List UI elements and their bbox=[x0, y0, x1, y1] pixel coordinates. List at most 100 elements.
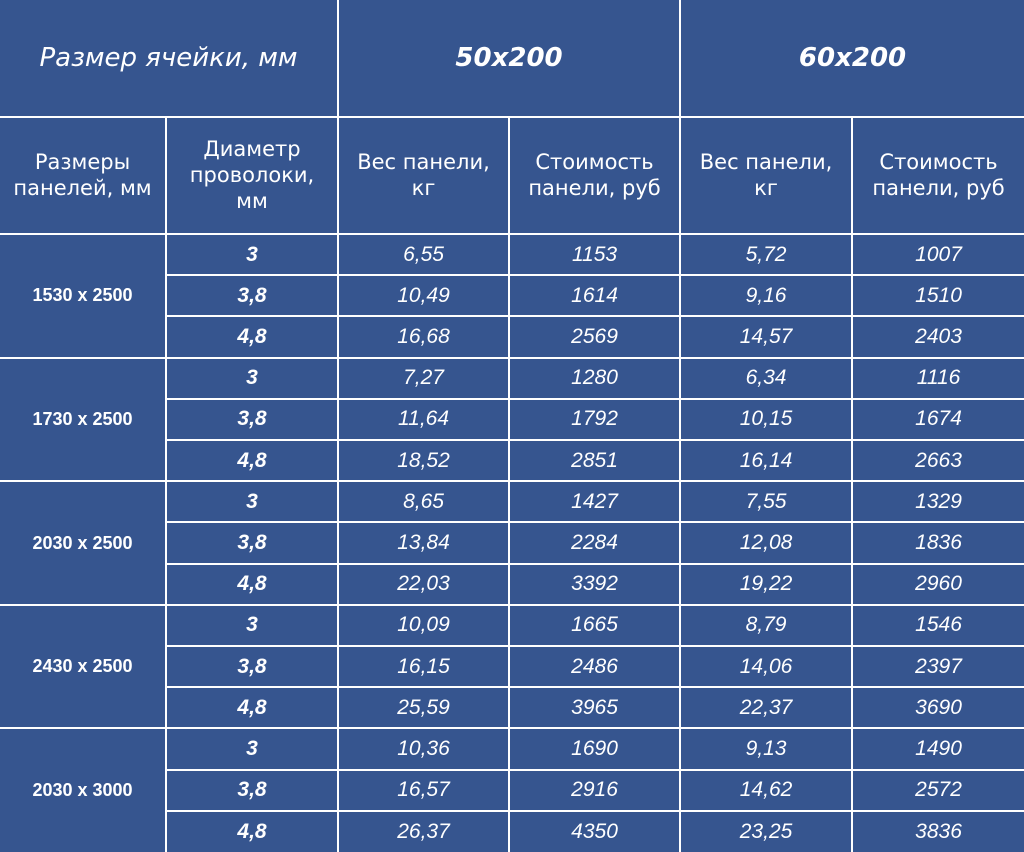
wire-diameter: 3,8 bbox=[164, 768, 340, 812]
panel-weight: 19,22 bbox=[679, 562, 854, 606]
wire-diameter: 4,8 bbox=[164, 809, 340, 852]
panel-weight: 8,65 bbox=[337, 480, 511, 524]
table-row: Размер ячейки, мм 50x200 60x200 bbox=[0, 0, 1024, 118]
wire-diameter: 3 bbox=[164, 233, 340, 277]
panel-price: 2663 bbox=[851, 439, 1024, 483]
panel-weight: 22,03 bbox=[337, 562, 511, 606]
mesh-variant-header: 50x200 bbox=[337, 0, 682, 118]
panel-price: 1280 bbox=[508, 356, 682, 400]
wire-diameter: 4,8 bbox=[164, 439, 340, 483]
panel-price: 2572 bbox=[851, 768, 1024, 812]
table-row: 4,8 25,59 3965 22,37 3690 bbox=[0, 686, 1024, 730]
wire-diameter: 3 bbox=[164, 480, 340, 524]
wire-diameter: 4,8 bbox=[164, 686, 340, 730]
panel-weight: 25,59 bbox=[337, 686, 511, 730]
mesh-variant-header: 60x200 bbox=[679, 0, 1024, 118]
panel-weight: 18,52 bbox=[337, 439, 511, 483]
panel-price: 2960 bbox=[851, 562, 1024, 606]
panel-price: 2403 bbox=[851, 315, 1024, 359]
panel-price: 1690 bbox=[508, 727, 682, 771]
panel-weight: 8,79 bbox=[679, 603, 854, 647]
panel-price: 1329 bbox=[851, 480, 1024, 524]
panel-price: 1007 bbox=[851, 233, 1024, 277]
table-row: Размеры панелей, мм Диаметр проволоки, мм… bbox=[0, 115, 1024, 236]
panel-price: 2851 bbox=[508, 439, 682, 483]
panel-price: 4350 bbox=[508, 809, 682, 852]
table-row: 1530 x 2500 3 6,55 1153 5,72 1007 bbox=[0, 233, 1024, 359]
panel-price: 1674 bbox=[851, 397, 1024, 442]
panel-weight: 5,72 bbox=[679, 233, 854, 277]
table-row: 4,8 26,37 4350 23,25 3836 bbox=[0, 809, 1024, 852]
panel-price: 3392 bbox=[508, 562, 682, 606]
column-header: Вес панели, кг bbox=[337, 115, 511, 236]
mesh-size-header: Размер ячейки, мм bbox=[0, 0, 340, 118]
column-header: Размеры панелей, мм bbox=[0, 115, 167, 236]
panel-price: 2397 bbox=[851, 644, 1024, 689]
panel-weight: 14,57 bbox=[679, 315, 854, 359]
panel-weight: 13,84 bbox=[337, 521, 511, 565]
table-row: 3,8 10,49 1614 9,16 1510 bbox=[0, 274, 1024, 318]
panel-weight: 16,57 bbox=[337, 768, 511, 812]
table-row: 3,8 11,64 1792 10,15 1674 bbox=[0, 397, 1024, 442]
wire-diameter: 3,8 bbox=[164, 274, 340, 318]
wire-diameter: 3 bbox=[164, 727, 340, 771]
column-header: Стоимость панели, руб bbox=[508, 115, 682, 236]
panel-price: 1546 bbox=[851, 603, 1024, 647]
wire-diameter: 3,8 bbox=[164, 521, 340, 565]
table-row: 2030 x 3000 3 10,36 1690 9,13 1490 bbox=[0, 727, 1024, 852]
panel-weight: 9,13 bbox=[679, 727, 854, 771]
table-row: 4,8 16,68 2569 14,57 2403 bbox=[0, 315, 1024, 359]
panel-size: 2030 x 3000 bbox=[0, 727, 167, 852]
panel-size: 1730 x 2500 bbox=[0, 356, 167, 483]
panel-price: 1836 bbox=[851, 521, 1024, 565]
panel-price: 1427 bbox=[508, 480, 682, 524]
panel-weight: 6,34 bbox=[679, 356, 854, 400]
table-row: 4,8 18,52 2851 16,14 2663 bbox=[0, 439, 1024, 483]
table-row: 2430 x 2500 3 10,09 1665 8,79 1546 bbox=[0, 603, 1024, 730]
panel-price: 2569 bbox=[508, 315, 682, 359]
wire-diameter: 4,8 bbox=[164, 315, 340, 359]
wire-diameter: 3,8 bbox=[164, 397, 340, 442]
panel-weight: 14,06 bbox=[679, 644, 854, 689]
panel-weight: 26,37 bbox=[337, 809, 511, 852]
panel-weight: 14,62 bbox=[679, 768, 854, 812]
panel-weight: 7,55 bbox=[679, 480, 854, 524]
panel-price: 2486 bbox=[508, 644, 682, 689]
panel-weight: 7,27 bbox=[337, 356, 511, 400]
panel-weight: 6,55 bbox=[337, 233, 511, 277]
panel-weight: 16,68 bbox=[337, 315, 511, 359]
panel-weight: 10,49 bbox=[337, 274, 511, 318]
panel-price: 1792 bbox=[508, 397, 682, 442]
panel-weight: 9,16 bbox=[679, 274, 854, 318]
column-header: Диаметр проволоки, мм bbox=[164, 115, 340, 236]
wire-diameter: 3 bbox=[164, 603, 340, 647]
panel-weight: 11,64 bbox=[337, 397, 511, 442]
column-header: Стоимость панели, руб bbox=[851, 115, 1024, 236]
panel-weight: 16,15 bbox=[337, 644, 511, 689]
wire-diameter: 4,8 bbox=[164, 562, 340, 606]
table-row: 3,8 16,57 2916 14,62 2572 bbox=[0, 768, 1024, 812]
table-row: 1730 x 2500 3 7,27 1280 6,34 1116 bbox=[0, 356, 1024, 483]
panel-price: 2916 bbox=[508, 768, 682, 812]
panel-weight: 22,37 bbox=[679, 686, 854, 730]
panel-size: 2030 x 2500 bbox=[0, 480, 167, 606]
panel-price: 1116 bbox=[851, 356, 1024, 400]
panel-size: 1530 x 2500 bbox=[0, 233, 167, 359]
wire-diameter: 3,8 bbox=[164, 644, 340, 689]
panel-price: 3965 bbox=[508, 686, 682, 730]
panel-price: 1490 bbox=[851, 727, 1024, 771]
wire-diameter: 3 bbox=[164, 356, 340, 400]
panel-weight: 12,08 bbox=[679, 521, 854, 565]
panel-weight: 23,25 bbox=[679, 809, 854, 852]
panel-price: 1665 bbox=[508, 603, 682, 647]
panel-weight: 10,15 bbox=[679, 397, 854, 442]
panel-weight: 10,09 bbox=[337, 603, 511, 647]
panel-size: 2430 x 2500 bbox=[0, 603, 167, 730]
panel-price: 2284 bbox=[508, 521, 682, 565]
panel-price: 1510 bbox=[851, 274, 1024, 318]
column-header: Вес панели, кг bbox=[679, 115, 854, 236]
table-row: 4,8 22,03 3392 19,22 2960 bbox=[0, 562, 1024, 606]
